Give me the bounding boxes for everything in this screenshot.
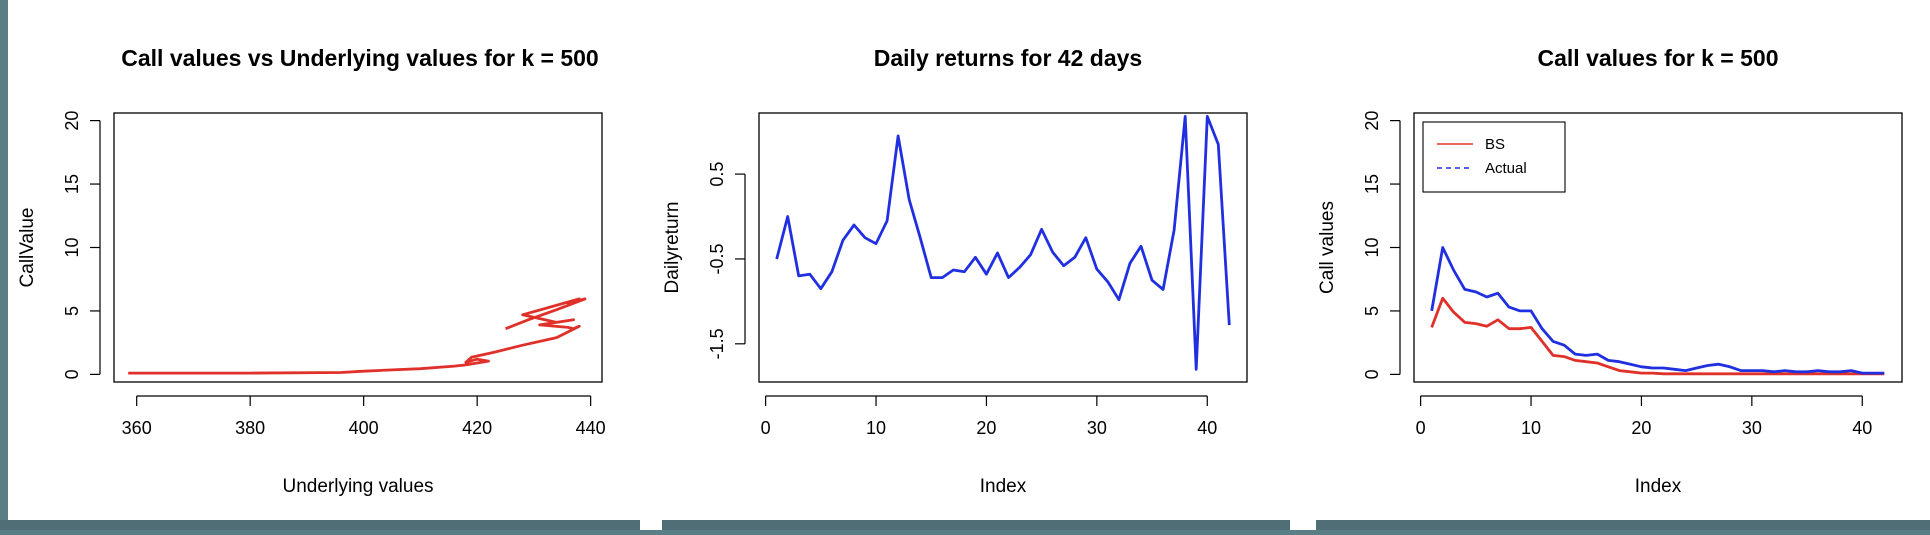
daily-returns-chart: Daily returns for 42 days 0 10 20 30 40 0.5 -0.…: [662, 45, 1248, 497]
legend-box: [1422, 121, 1566, 193]
y-tick-label: 10: [1362, 237, 1382, 257]
figure-svg: Call values vs Underlying values for k =…: [17, 45, 1903, 497]
y-tick-label: -0.5: [707, 243, 727, 274]
series-line: [775, 115, 1231, 371]
x-tick-label: 10: [1521, 418, 1541, 438]
chart-title: Call values for k = 500: [1538, 45, 1779, 71]
x-tick-label: 30: [1087, 418, 1107, 438]
x-tick-label: 360: [122, 418, 152, 438]
y-tick-label: 20: [62, 111, 82, 131]
y-tick-label: 0.5: [707, 162, 727, 187]
y-tick-label: 10: [62, 237, 82, 257]
plot-frame: [113, 112, 603, 383]
x-tick-label: 40: [1852, 418, 1872, 438]
y-tick-label: 0: [1362, 369, 1382, 379]
x-tick-label: 380: [235, 418, 265, 438]
x-tick-label: 30: [1742, 418, 1762, 438]
legend-label-bs: BS: [1485, 136, 1505, 153]
legend-label-actual: Actual: [1485, 160, 1527, 177]
x-tick-label: 20: [1631, 418, 1651, 438]
x-tick-label: 0: [1416, 418, 1426, 438]
plot-frame: [758, 112, 1248, 383]
series-line: [128, 297, 587, 375]
y-tick-label: 20: [1362, 111, 1382, 131]
y-tick-label: 15: [1362, 174, 1382, 194]
x-tick-label: 420: [462, 418, 492, 438]
x-tick-label: 0: [761, 418, 771, 438]
bottom-strip: [0, 520, 1930, 530]
legend: BS Actual: [1422, 121, 1566, 193]
x-axis-label: Index: [1635, 476, 1682, 497]
x-tick-label: 40: [1197, 418, 1217, 438]
x-axis-label: Index: [980, 476, 1027, 497]
y-tick-label: -1.5: [707, 328, 727, 359]
chart-title: Daily returns for 42 days: [874, 45, 1142, 71]
y-axis-label: Call values: [1317, 201, 1338, 294]
chart-title: Call values vs Underlying values for k =…: [121, 45, 598, 71]
series-line-actual: [1430, 246, 1885, 375]
y-tick-label: 0: [62, 369, 82, 379]
strip-gap: [1290, 520, 1316, 530]
call-values-chart: Call values for k = 500 0 10 20 30 40 0 5 10 15 20…: [1317, 45, 1903, 497]
x-tick-label: 20: [976, 418, 996, 438]
y-axis-label: Dailyreturn: [662, 202, 683, 294]
y-tick-label: 5: [1362, 306, 1382, 316]
call-vs-underlying-chart: Call values vs Underlying values for k =…: [17, 45, 606, 497]
strip-gap: [640, 520, 662, 530]
x-tick-label: 10: [866, 418, 886, 438]
y-axis-label: CallValue: [17, 208, 38, 288]
x-tick-label: 440: [576, 418, 606, 438]
figure-canvas: Call values vs Underlying values for k =…: [8, 0, 1930, 530]
y-tick-label: 15: [62, 174, 82, 194]
x-tick-label: 400: [349, 418, 379, 438]
series-line-bs: [1430, 296, 1885, 376]
x-axis-label: Underlying values: [282, 476, 433, 497]
plot-frame: [1413, 112, 1903, 383]
y-tick-label: 5: [62, 306, 82, 316]
